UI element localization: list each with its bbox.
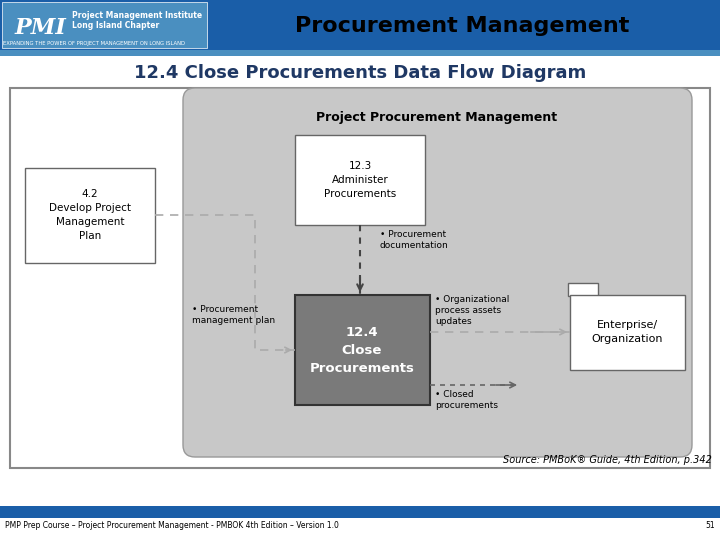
Text: 12.4
Close
Procurements: 12.4 Close Procurements — [310, 326, 415, 375]
Text: Enterprise/
Organization: Enterprise/ Organization — [591, 320, 662, 344]
Bar — [25, 168, 155, 263]
Bar — [2, 2, 207, 48]
Text: 4.2
Develop Project
Management
Plan: 4.2 Develop Project Management Plan — [49, 189, 131, 241]
Text: • Closed
procurements: • Closed procurements — [435, 390, 498, 410]
Bar — [570, 295, 685, 370]
Bar — [0, 0, 720, 50]
Text: • Procurement
management plan: • Procurement management plan — [192, 305, 275, 325]
Bar — [295, 135, 425, 225]
Text: 12.4 Close Procurements Data Flow Diagram: 12.4 Close Procurements Data Flow Diagra… — [134, 64, 586, 82]
Bar — [568, 283, 598, 296]
Text: PMI: PMI — [15, 17, 67, 39]
Text: EXPANDING THE POWER OF PROJECT MANAGEMENT ON LONG ISLAND: EXPANDING THE POWER OF PROJECT MANAGEMEN… — [3, 42, 185, 46]
Text: 12.3
Administer
Procurements: 12.3 Administer Procurements — [324, 161, 396, 199]
Text: • Organizational
process assets
updates: • Organizational process assets updates — [435, 295, 509, 326]
FancyBboxPatch shape — [183, 88, 692, 457]
Text: Project Procurement Management: Project Procurement Management — [316, 111, 557, 125]
Bar — [10, 88, 710, 468]
Bar — [0, 506, 720, 518]
Text: • Procurement
documentation: • Procurement documentation — [380, 230, 449, 250]
Bar — [0, 50, 720, 56]
Bar — [295, 295, 430, 405]
Text: Long Island Chapter: Long Island Chapter — [72, 21, 159, 30]
Text: Source: PMBoK® Guide, 4th Edition, p.342: Source: PMBoK® Guide, 4th Edition, p.342 — [503, 455, 712, 465]
Text: PMP Prep Course – Project Procurement Management - PMBOK 4th Edition – Version 1: PMP Prep Course – Project Procurement Ma… — [5, 522, 339, 530]
Text: 51: 51 — [706, 522, 715, 530]
Text: Project Management Institute: Project Management Institute — [72, 10, 202, 19]
Text: Procurement Management: Procurement Management — [294, 16, 629, 36]
